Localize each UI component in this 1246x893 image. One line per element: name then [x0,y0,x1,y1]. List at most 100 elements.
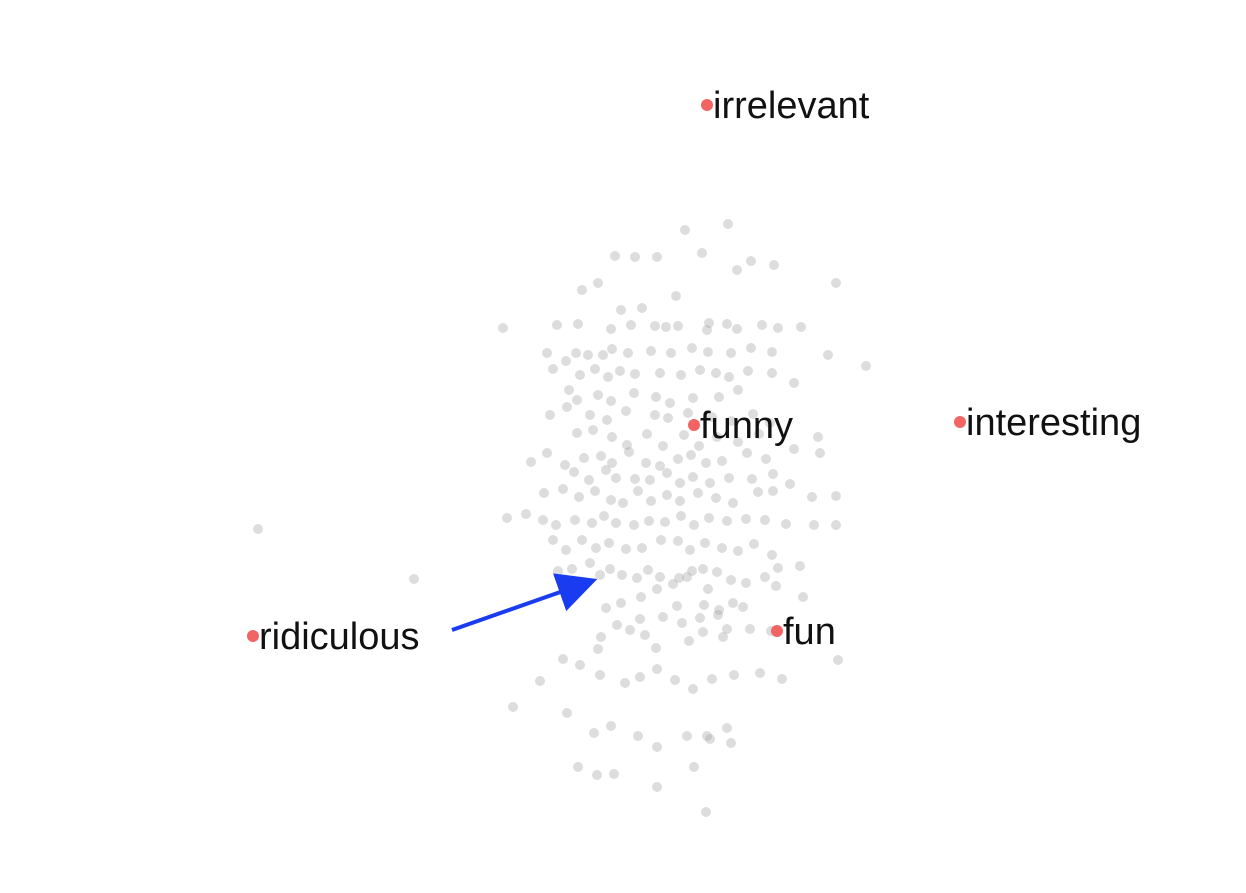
cloud-point [662,490,672,500]
cloud-point [636,592,646,602]
cloud-point [652,252,662,262]
cloud-point [689,762,699,772]
cloud-point [831,278,841,288]
cloud-point [641,458,651,468]
background-points [253,219,871,817]
cloud-point [795,561,805,571]
cloud-point [712,432,722,442]
cloud-point [785,479,795,489]
cloud-point [724,473,734,483]
cloud-point [698,564,708,574]
cloud-point [655,368,665,378]
cloud-point [607,458,617,468]
cloud-point [602,415,612,425]
cloud-point [726,416,736,426]
cloud-point [688,684,698,694]
cloud-point [588,425,598,435]
cloud-point [796,322,806,332]
cloud-point [768,469,778,479]
cloud-point [622,440,632,450]
cloud-point [668,579,678,589]
cloud-point [663,413,673,423]
cloud-point [698,627,708,637]
cloud-point [650,410,660,420]
cloud-point [635,614,645,624]
cloud-point [642,429,652,439]
word-point-fun: fun [771,611,836,653]
cloud-point [605,564,615,574]
cloud-point [685,545,695,555]
cloud-point [570,515,580,525]
cloud-point [675,496,685,506]
cloud-point [677,618,687,628]
cloud-point [729,670,739,680]
cloud-point [646,496,656,506]
cloud-point [713,610,723,620]
cloud-point [573,319,583,329]
cloud-point [545,410,555,420]
cloud-point [697,248,707,258]
cloud-point [741,514,751,524]
cloud-point [652,742,662,752]
cloud-point [754,429,764,439]
cloud-point [714,605,724,615]
cloud-point [652,782,662,792]
cloud-point [655,461,665,471]
highlight-dot [701,99,713,111]
cloud-point [551,520,561,530]
cloud-point [575,370,585,380]
cloud-point [733,546,743,556]
cloud-point [733,385,743,395]
annotation-arrow [451,573,598,632]
cloud-point [590,364,600,374]
cloud-point [789,378,799,388]
cloud-point [632,573,642,583]
cloud-point [745,624,755,634]
cloud-point [629,388,639,398]
cloud-point [741,578,751,588]
cloud-point [660,517,670,527]
cloud-point [542,348,552,358]
cloud-point [673,454,683,464]
cloud-point [682,572,692,582]
cloud-point [695,613,705,623]
cloud-point [589,728,599,738]
cloud-point [689,520,699,530]
cloud-point [583,350,593,360]
cloud-point [574,492,584,502]
cloud-point [538,515,548,525]
cloud-point [687,343,697,353]
cloud-point [661,322,671,332]
word-point-interesting: interesting [954,402,1141,444]
cloud-point [625,625,635,635]
cloud-point [596,451,606,461]
cloud-point [704,513,714,523]
cloud-point [777,674,787,684]
cloud-point [606,721,616,731]
cloud-point [577,535,587,545]
cloud-point [645,475,655,485]
cloud-point [781,519,791,529]
cloud-point [609,769,619,779]
cloud-point [535,676,545,686]
cloud-point [656,535,666,545]
cloud-point [722,624,732,634]
word-label: irrelevant [713,85,870,127]
cloud-point [700,538,710,548]
cloud-point [618,498,628,508]
cloud-point [620,678,630,688]
cloud-point [673,536,683,546]
word-label: fun [783,611,836,653]
cloud-point [598,350,608,360]
cloud-point [742,448,752,458]
cloud-point [695,365,705,375]
cloud-point [724,372,734,382]
cloud-point [611,518,621,528]
cloud-point [755,668,765,678]
cloud-point [567,564,577,574]
cloud-point [584,475,594,485]
cloud-point [707,674,717,684]
cloud-point [502,513,512,523]
cloud-point [611,473,621,483]
cloud-point [650,321,660,331]
